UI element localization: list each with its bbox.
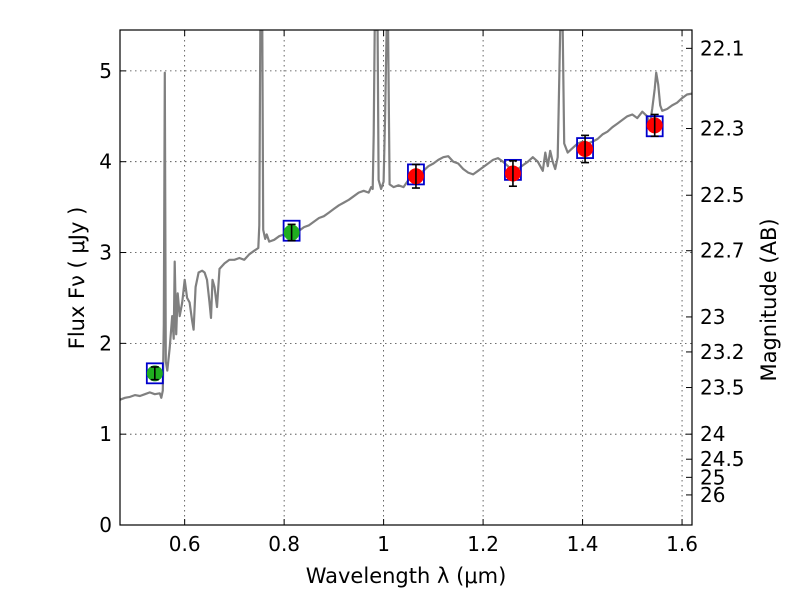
y2-tick-label: 24 bbox=[700, 422, 725, 446]
y-tick-label: 3 bbox=[99, 241, 112, 265]
x-axis-label: Wavelength λ (μm) bbox=[306, 564, 507, 588]
y-tick-label: 5 bbox=[99, 59, 112, 83]
y-tick-label: 1 bbox=[99, 422, 112, 446]
y-tick-label: 0 bbox=[99, 513, 112, 537]
y2-tick-label: 23.5 bbox=[700, 376, 745, 400]
y2-tick-label: 22.5 bbox=[700, 183, 745, 207]
y2-axis-label: Magnitude (AB) bbox=[757, 218, 781, 381]
photometry-layer bbox=[145, 113, 664, 385]
y2-tick-label: 24.5 bbox=[700, 447, 745, 471]
x-tick-label: 0.8 bbox=[268, 532, 300, 556]
y2-tick-label: 23.2 bbox=[700, 340, 745, 364]
spectrum-line bbox=[120, 30, 692, 401]
x-tick-label: 1.2 bbox=[467, 532, 499, 556]
y-tick-label: 4 bbox=[99, 150, 112, 174]
y-tick-label: 2 bbox=[99, 331, 112, 355]
y2-tick-label: 25 bbox=[700, 465, 725, 489]
x-tick-label: 1.6 bbox=[666, 532, 698, 556]
y2-tick-label: 22.7 bbox=[700, 239, 745, 263]
x-tick-label: 1.4 bbox=[567, 532, 599, 556]
x-tick-label: 1 bbox=[377, 532, 390, 556]
y2-tick-label: 22.3 bbox=[700, 117, 745, 141]
plot-frame bbox=[119, 29, 693, 526]
y2-tick-label: 23 bbox=[700, 305, 725, 329]
spectrum-layer bbox=[120, 30, 692, 401]
y2-tick-label: 22.1 bbox=[700, 36, 745, 60]
y2-tick-label: 26 bbox=[700, 483, 725, 507]
axes: 0.6 0.8 1 1.2 1.4 1.601234522.122.322.522.723… bbox=[99, 30, 745, 556]
x-tick-label: 0.6 bbox=[169, 532, 201, 556]
y-axis-label: Flux Fν ( μJy ) bbox=[65, 207, 89, 350]
